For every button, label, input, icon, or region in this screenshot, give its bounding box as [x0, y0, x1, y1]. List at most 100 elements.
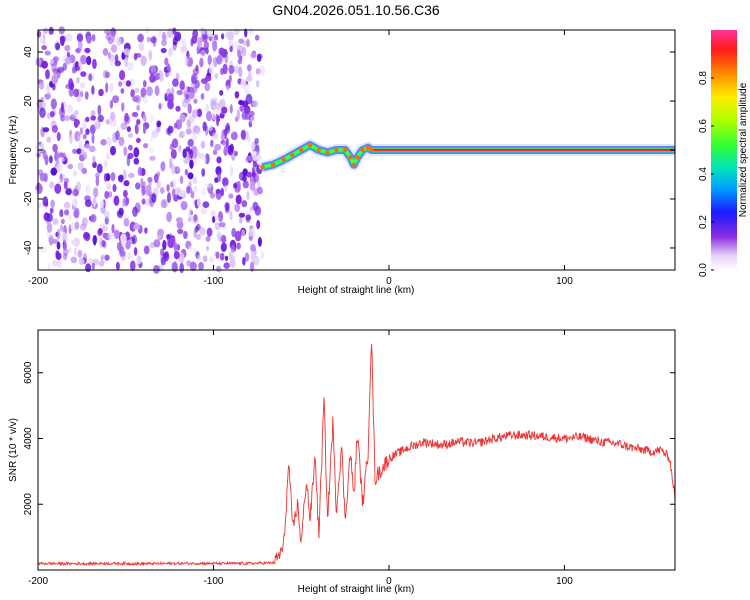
noise-speckle [105, 153, 111, 160]
noise-speckle [234, 91, 240, 99]
snr-panel: -200 -100 0 100 2000 4000 6000 Height of stra… [8, 329, 676, 595]
noise-speckle [88, 258, 94, 264]
noise-speckle [62, 248, 69, 257]
noise-speckle [214, 73, 219, 80]
noise-speckle [178, 252, 185, 264]
colorbar: 0.0 0.2 0.4 0.6 0.8 Normalized spectral ampl… [698, 30, 749, 277]
noise-speckle [120, 88, 125, 94]
noise-speckle [173, 251, 180, 260]
noise-speckle [202, 201, 210, 209]
noise-speckle [37, 169, 44, 176]
noise-speckle [92, 234, 98, 245]
noise-speckle [120, 122, 128, 130]
track-peak [365, 145, 371, 150]
noise-speckle [193, 185, 198, 193]
noise-speckle [126, 155, 131, 167]
noise-speckle [72, 148, 77, 155]
noise-speckle [73, 247, 77, 256]
noise-speckle [110, 234, 116, 240]
noise-speckle [184, 168, 189, 176]
noise-speckle [98, 88, 104, 97]
noise-speckle [176, 244, 180, 251]
noise-speckle [115, 261, 120, 271]
noise-speckle [41, 100, 47, 109]
noise-speckle [222, 177, 229, 187]
noise-speckle [187, 148, 193, 155]
spectrogram-y-ticks: -40 -20 0 20 40 [23, 46, 675, 255]
noise-speckle [173, 241, 178, 251]
noise-speckle [41, 45, 47, 51]
spectrogram-signal-track [260, 139, 675, 173]
noise-speckle [50, 199, 55, 209]
noise-speckle [217, 172, 221, 183]
noise-speckle [80, 90, 84, 98]
noise-speckle [208, 256, 215, 263]
noise-speckle [180, 45, 184, 54]
noise-speckle [46, 136, 51, 143]
noise-speckle [124, 56, 129, 68]
noise-speckle [127, 252, 132, 260]
noise-speckle [91, 85, 95, 95]
noise-speckle [199, 57, 204, 68]
noise-speckle [252, 162, 258, 168]
noise-speckle [122, 169, 127, 181]
noise-speckle [223, 122, 227, 128]
noise-speckle [245, 214, 252, 221]
noise-speckle [54, 183, 62, 194]
noise-speckle [232, 28, 240, 36]
noise-speckle [77, 162, 84, 171]
noise-speckle [172, 78, 179, 87]
noise-speckle [74, 221, 80, 230]
noise-speckle [80, 54, 87, 65]
noise-speckle [56, 163, 63, 173]
noise-speckle [127, 144, 133, 151]
noise-speckle [214, 216, 220, 221]
noise-speckle [218, 47, 225, 56]
noise-speckle [257, 236, 262, 247]
noise-speckle [104, 160, 108, 169]
track-peak [342, 147, 348, 153]
noise-speckle [249, 261, 255, 273]
noise-speckle [86, 55, 92, 66]
noise-speckle [112, 184, 117, 192]
noise-speckle [246, 38, 250, 48]
noise-speckle [102, 47, 109, 56]
noise-speckle [49, 111, 55, 118]
noise-speckle [109, 59, 115, 67]
noise-speckle [52, 68, 59, 75]
noise-speckle [50, 167, 58, 176]
noise-speckle [110, 44, 118, 53]
noise-speckle [231, 199, 236, 210]
noise-speckle [123, 146, 128, 156]
noise-speckle [130, 260, 136, 272]
noise-speckle [260, 250, 265, 260]
noise-speckle [102, 70, 109, 79]
y-tick-label: -20 [23, 191, 34, 206]
noise-speckle [151, 193, 157, 204]
noise-speckle [93, 187, 99, 198]
noise-speckle [228, 193, 234, 199]
colorbar-tick-label: 0.2 [698, 215, 709, 229]
noise-speckle [101, 240, 106, 248]
noise-speckle [229, 104, 233, 114]
noise-speckle [188, 90, 195, 100]
noise-speckle [115, 130, 120, 141]
noise-speckle [55, 252, 62, 260]
noise-speckle [250, 141, 255, 150]
noise-speckle [64, 209, 70, 216]
noise-speckle [140, 55, 147, 66]
track-peak [348, 155, 353, 160]
noise-speckle [132, 206, 138, 217]
noise-speckle [207, 54, 212, 66]
noise-speckle [137, 166, 143, 176]
noise-speckle [107, 191, 113, 198]
noise-speckle [93, 121, 101, 130]
noise-speckle [162, 239, 167, 251]
noise-speckle [148, 50, 152, 61]
noise-speckle [248, 230, 254, 237]
noise-speckle [225, 137, 229, 149]
noise-speckle [242, 256, 246, 266]
noise-speckle [224, 184, 228, 192]
noise-speckle [159, 71, 164, 83]
noise-speckle [102, 232, 108, 239]
